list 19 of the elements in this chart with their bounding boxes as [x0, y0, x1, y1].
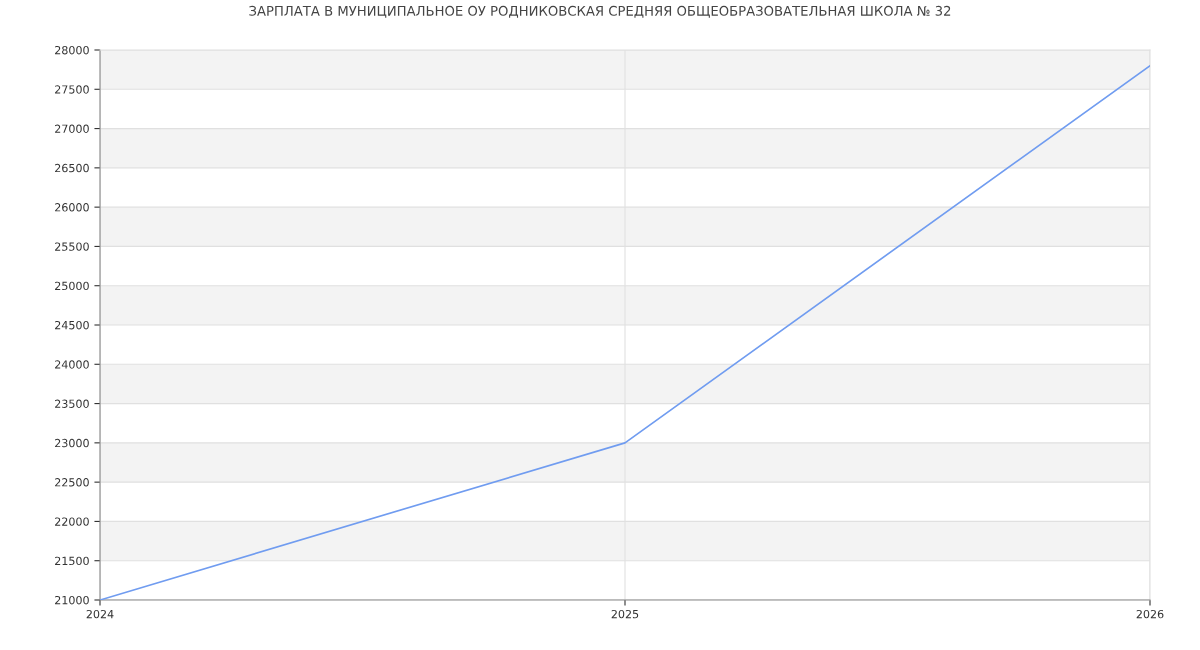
- chart-title: ЗАРПЛАТА В МУНИЦИПАЛЬНОЕ ОУ РОДНИКОВСКАЯ СРЕДНЯЯ ОБЩЕОБРАЗОВАТЕЛЬНАЯ ШКОЛА № 32: [249, 5, 951, 18]
- y-tick-label: 27500: [55, 85, 89, 94]
- y-tick-label: 21000: [55, 595, 89, 605]
- y-tick-label: 23000: [55, 438, 89, 448]
- y-tick-label: 22000: [55, 517, 89, 526]
- y-tick-label: 25500: [55, 242, 89, 251]
- y-tick-label: 26000: [55, 203, 89, 212]
- x-tick-label: 2026: [1136, 609, 1164, 619]
- y-tick-label: 28000: [55, 45, 89, 55]
- x-tick-label: 2024: [86, 609, 114, 619]
- x-tick-label: 2025: [611, 609, 639, 619]
- y-tick-label: 21500: [55, 556, 89, 566]
- y-tick-label: 23500: [55, 399, 89, 408]
- y-tick-label: 26500: [55, 163, 89, 173]
- y-tick-label: 22500: [55, 478, 89, 487]
- y-tick-label: 24500: [55, 320, 89, 330]
- y-tick-label: 25000: [55, 281, 89, 291]
- y-tick-label: 27000: [55, 124, 89, 133]
- y-tick-label: 24000: [55, 360, 89, 369]
